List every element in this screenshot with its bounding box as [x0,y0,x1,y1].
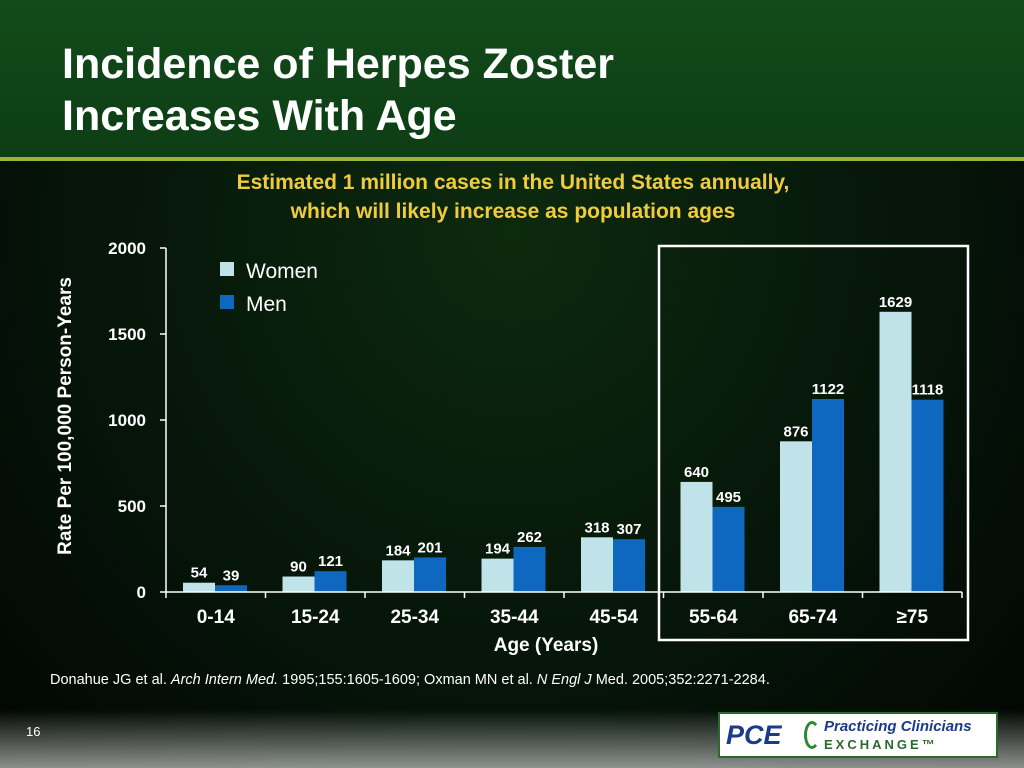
bar-men-4 [613,539,645,592]
x-tick-label-2: 25-34 [390,607,439,628]
title-divider [0,157,1024,161]
y-ticks-group: 0 500 1000 1500 2000 [108,239,166,602]
bar-women-4 [581,537,613,592]
data-label-men-3: 262 [517,529,542,546]
x-tick-label-6: 65-74 [788,607,837,628]
data-label-women-2: 184 [385,542,411,559]
data-label-women-7: 1629 [879,294,912,311]
bars-group [183,311,944,592]
bar-men-1 [314,571,347,592]
subtitle-line-2: which will likely increase as population… [290,200,736,223]
logo-name: Practicing Clinicians [824,718,972,735]
data-label-men-0: 39 [223,567,240,584]
legend: Women Men [220,260,318,316]
bar-men-5 [712,506,745,592]
citation: Donahue JG et al. Arch Intern Med. 1995;… [50,672,980,688]
slide-title: Incidence of Herpes Zoster Increases Wit… [62,38,962,142]
data-label-men-4: 307 [616,521,641,538]
x-axis-title: Age (Years) [494,635,599,656]
bar-women-2 [382,560,414,592]
data-label-men-5: 495 [716,489,741,506]
bar-women-3 [481,558,514,592]
title-line-2: Increases With Age [62,92,457,140]
page-number: 16 [26,724,41,739]
logo-subtitle: EXCHANGE™ [824,737,938,752]
data-labels-group: 54 39 90 121 184 201 194 262 318 307 640 495 876 1122… [191,294,944,584]
bar-men-7 [911,399,944,592]
bar-men-3 [513,546,546,592]
legend-label-men: Men [246,293,287,316]
x-tick-label-1: 15-24 [291,607,340,628]
data-label-men-7: 1118 [912,382,944,399]
bar-women-5 [680,481,713,592]
logo-mark: PCE [726,720,782,750]
data-label-women-3: 194 [485,541,511,558]
bar-women-0 [183,582,215,592]
bar-men-2 [414,557,446,592]
citation-part-1: Donahue JG et al. [50,672,171,688]
data-label-women-6: 876 [783,423,808,440]
y-tick-label-3: 1500 [108,325,146,344]
data-label-women-5: 640 [684,464,709,481]
x-tick-label-5: 55-64 [689,607,738,628]
bar-men-0 [215,585,247,592]
y-tick-label-1: 500 [118,497,146,516]
legend-swatch-men [220,295,234,309]
highlight-frame [657,244,970,642]
y-tick-label-0: 0 [137,583,146,602]
x-tick-label-7: ≥75 [896,607,928,628]
citation-journal-1: Arch Intern Med. [170,672,279,688]
x-ticks-group: 0-14 15-24 25-34 35-44 45-54 55-64 65-74 ≥75 [165,592,963,628]
title-line-1: Incidence of Herpes Zoster [62,40,614,88]
y-tick-label-2: 1000 [108,411,146,430]
logo-swoosh-icon [804,721,820,749]
citation-part-3: Med. 2005;352:2271-2284. [591,672,770,688]
x-tick-label-4: 45-54 [589,607,638,628]
data-label-men-6: 1122 [812,381,845,398]
data-label-women-0: 54 [191,565,208,582]
data-label-women-4: 318 [584,519,609,536]
bar-men-6 [812,399,844,592]
pce-logo: PCE Practicing Clinicians EXCHANGE™ [718,712,998,758]
x-tick-label-0: 0-14 [197,607,235,628]
data-label-women-1: 90 [290,559,307,576]
data-label-men-2: 201 [417,539,442,556]
title-bar [0,0,1024,157]
subtitle-line-1: Estimated 1 million cases in the United … [236,171,790,194]
bar-women-1 [282,576,315,592]
bar-women-7 [879,311,912,592]
citation-part-2: 1995;155:1605-1609; Oxman MN et al. [278,672,537,688]
slide-subtitle: Estimated 1 million cases in the United … [140,168,886,226]
data-label-men-1: 121 [318,553,343,570]
x-tick-label-3: 35-44 [490,607,539,628]
bar-women-6 [780,441,812,592]
y-axis-title: Rate Per 100,000 Person-Years [55,277,76,555]
citation-journal-2: N Engl J [536,672,592,688]
legend-label-women: Women [246,260,318,283]
y-tick-label-4: 2000 [108,239,146,258]
legend-swatch-women [220,262,234,276]
